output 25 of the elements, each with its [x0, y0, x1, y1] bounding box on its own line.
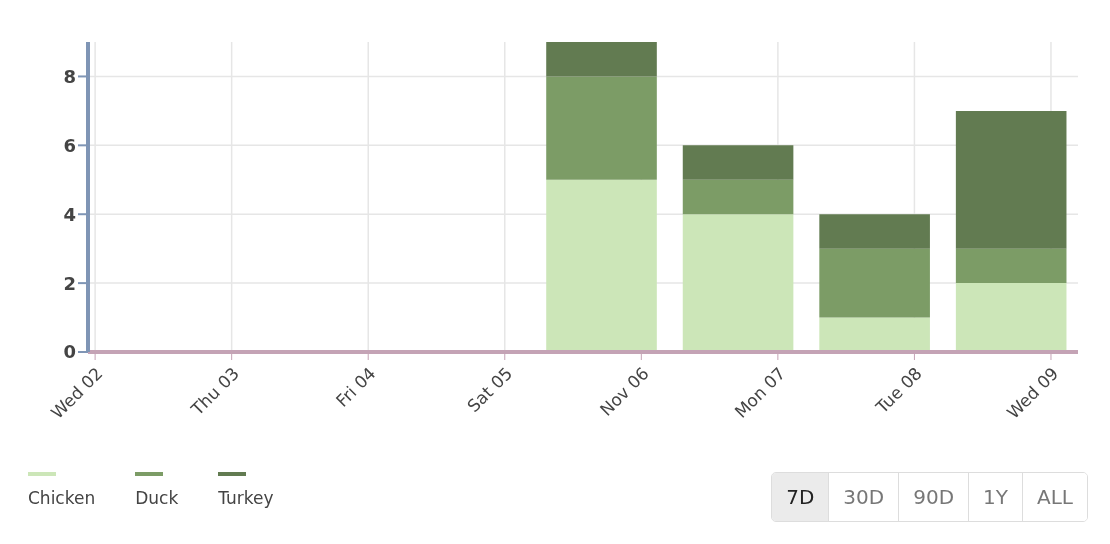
x-tick-label: Sat 05 — [463, 363, 517, 417]
legend-label: Chicken — [28, 488, 96, 508]
bar — [546, 76, 657, 180]
y-tick-label: 6 — [63, 134, 76, 156]
bar — [546, 179, 657, 352]
legend-label: Turkey — [218, 488, 274, 508]
bar — [819, 317, 930, 352]
range-selector: 7D 30D 90D 1Y ALL — [771, 472, 1088, 522]
bar — [819, 214, 930, 249]
bar — [546, 42, 657, 77]
x-tick-label: Fri 04 — [331, 363, 380, 411]
y-tick-label: 0 — [63, 341, 76, 363]
bar — [819, 248, 930, 318]
bar — [955, 248, 1067, 284]
y-tick-label: 4 — [63, 203, 76, 225]
y-tick-label: 2 — [63, 272, 76, 294]
y-tick-label: 8 — [63, 65, 76, 87]
bar — [955, 110, 1067, 249]
bar — [682, 214, 794, 352]
x-tick-label: Thu 03 — [186, 363, 244, 420]
legend-label: Duck — [135, 488, 179, 508]
bar — [682, 179, 794, 215]
x-tick-label: Tue 08 — [871, 363, 926, 418]
bar — [682, 145, 794, 180]
bar — [955, 283, 1067, 352]
